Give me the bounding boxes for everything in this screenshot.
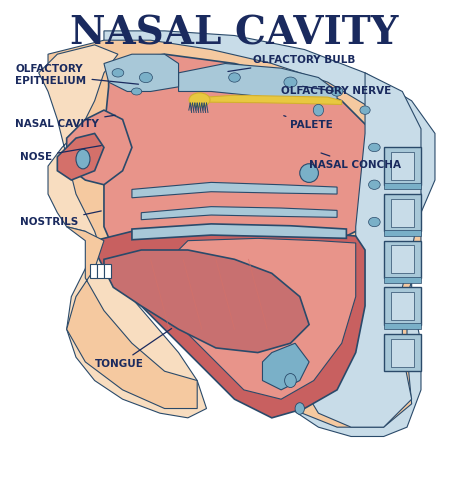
Polygon shape [384,288,421,325]
Polygon shape [141,206,337,220]
Ellipse shape [112,68,124,77]
Polygon shape [67,226,197,408]
Polygon shape [384,194,421,232]
Ellipse shape [189,93,210,107]
Polygon shape [263,343,309,390]
Text: NOSTRILS: NOSTRILS [20,211,101,227]
Polygon shape [104,250,309,352]
Polygon shape [391,292,414,320]
Ellipse shape [284,77,297,88]
Ellipse shape [131,88,142,95]
Ellipse shape [229,73,240,82]
Polygon shape [384,148,421,184]
Ellipse shape [295,402,304,414]
Polygon shape [104,54,388,264]
Polygon shape [384,323,421,330]
Polygon shape [104,264,111,278]
Polygon shape [48,40,421,427]
Polygon shape [38,45,206,418]
Ellipse shape [313,104,324,116]
Text: PALETE: PALETE [284,116,333,130]
Polygon shape [391,198,414,226]
Polygon shape [384,184,421,190]
Polygon shape [57,134,104,180]
Polygon shape [85,31,435,436]
Polygon shape [97,264,104,278]
Text: OLFACTORY
EPITHELIUM: OLFACTORY EPITHELIUM [15,64,138,86]
Text: OLFACTORY NERVE: OLFACTORY NERVE [281,86,391,97]
Polygon shape [391,152,414,180]
Polygon shape [95,229,365,418]
Polygon shape [384,230,421,236]
Polygon shape [391,338,414,366]
Polygon shape [179,64,337,101]
Ellipse shape [285,374,296,388]
Text: OLFACTORY BULB: OLFACTORY BULB [228,55,356,72]
Ellipse shape [76,150,90,169]
Polygon shape [179,238,356,399]
Ellipse shape [331,87,343,96]
Text: NASAL CONCHA: NASAL CONCHA [309,153,401,170]
Text: NASAL CAVITY: NASAL CAVITY [15,115,115,129]
Polygon shape [104,54,179,92]
Polygon shape [90,264,97,278]
Ellipse shape [300,164,318,182]
Polygon shape [132,182,337,198]
Text: TONGUE: TONGUE [95,328,172,369]
Polygon shape [67,110,132,184]
Text: NOSE: NOSE [20,146,101,162]
Ellipse shape [360,106,370,114]
Ellipse shape [369,218,380,226]
Polygon shape [304,73,421,427]
Polygon shape [384,276,421,282]
Polygon shape [132,224,347,240]
Polygon shape [391,246,414,274]
Polygon shape [193,95,342,104]
Polygon shape [384,334,421,371]
Ellipse shape [369,180,380,190]
Ellipse shape [369,143,380,152]
Polygon shape [384,240,421,278]
Text: NASAL CAVITY: NASAL CAVITY [70,14,399,52]
Ellipse shape [139,72,152,83]
